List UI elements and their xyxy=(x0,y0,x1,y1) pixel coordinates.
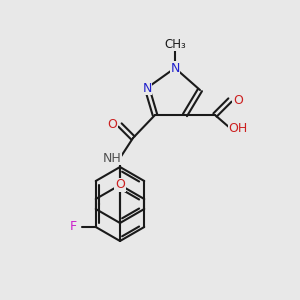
Text: N: N xyxy=(142,82,152,94)
Text: N: N xyxy=(170,61,180,74)
Text: O: O xyxy=(115,178,125,191)
Text: CH₃: CH₃ xyxy=(164,38,186,50)
Text: NH: NH xyxy=(103,152,122,164)
Text: F: F xyxy=(70,220,77,233)
Text: O: O xyxy=(107,118,117,131)
Text: OH: OH xyxy=(228,122,248,134)
Text: O: O xyxy=(233,94,243,106)
